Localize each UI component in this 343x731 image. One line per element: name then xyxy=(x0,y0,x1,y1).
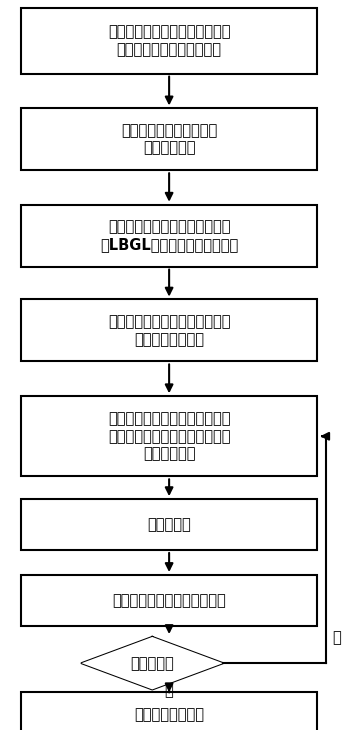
Bar xyxy=(21,692,317,731)
Bar xyxy=(21,205,317,267)
Text: 将要计算的控制方程离散化，获
得LBGL方程或其他形式的方程: 将要计算的控制方程离散化，获 得LBGL方程或其他形式的方程 xyxy=(100,219,238,251)
Text: 边界的处理: 边界的处理 xyxy=(147,517,191,532)
Bar xyxy=(21,575,317,626)
Text: 在同一时层，求解离散方程，如
采用碰撞迁移、有限差分、或者
有限体积法等: 在同一时层，求解离散方程，如 采用碰撞迁移、有限差分、或者 有限体积法等 xyxy=(108,412,230,461)
Bar xyxy=(21,396,317,477)
Bar xyxy=(21,499,317,550)
Text: 输出计算结果的值: 输出计算结果的值 xyxy=(134,707,204,721)
Text: 是否收敛？: 是否收敛？ xyxy=(130,656,174,670)
Text: 建立物理模型，确定计算区域，
边界条件，以及初始条件等: 建立物理模型，确定计算区域， 边界条件，以及初始条件等 xyxy=(108,25,230,57)
Bar xyxy=(21,300,317,362)
Text: 划分要计算区域的网格，
以及确定节点: 划分要计算区域的网格， 以及确定节点 xyxy=(121,123,217,156)
Text: 是: 是 xyxy=(165,683,174,698)
Text: 否: 否 xyxy=(332,630,341,645)
Text: 计算各个节点上的宏观物理量: 计算各个节点上的宏观物理量 xyxy=(112,593,226,608)
Text: 流场初始化，确定各节点上的宏
观参量及分布函数: 流场初始化，确定各节点上的宏 观参量及分布函数 xyxy=(108,314,230,346)
Bar xyxy=(21,108,317,170)
Bar xyxy=(21,8,317,74)
Polygon shape xyxy=(82,637,223,689)
